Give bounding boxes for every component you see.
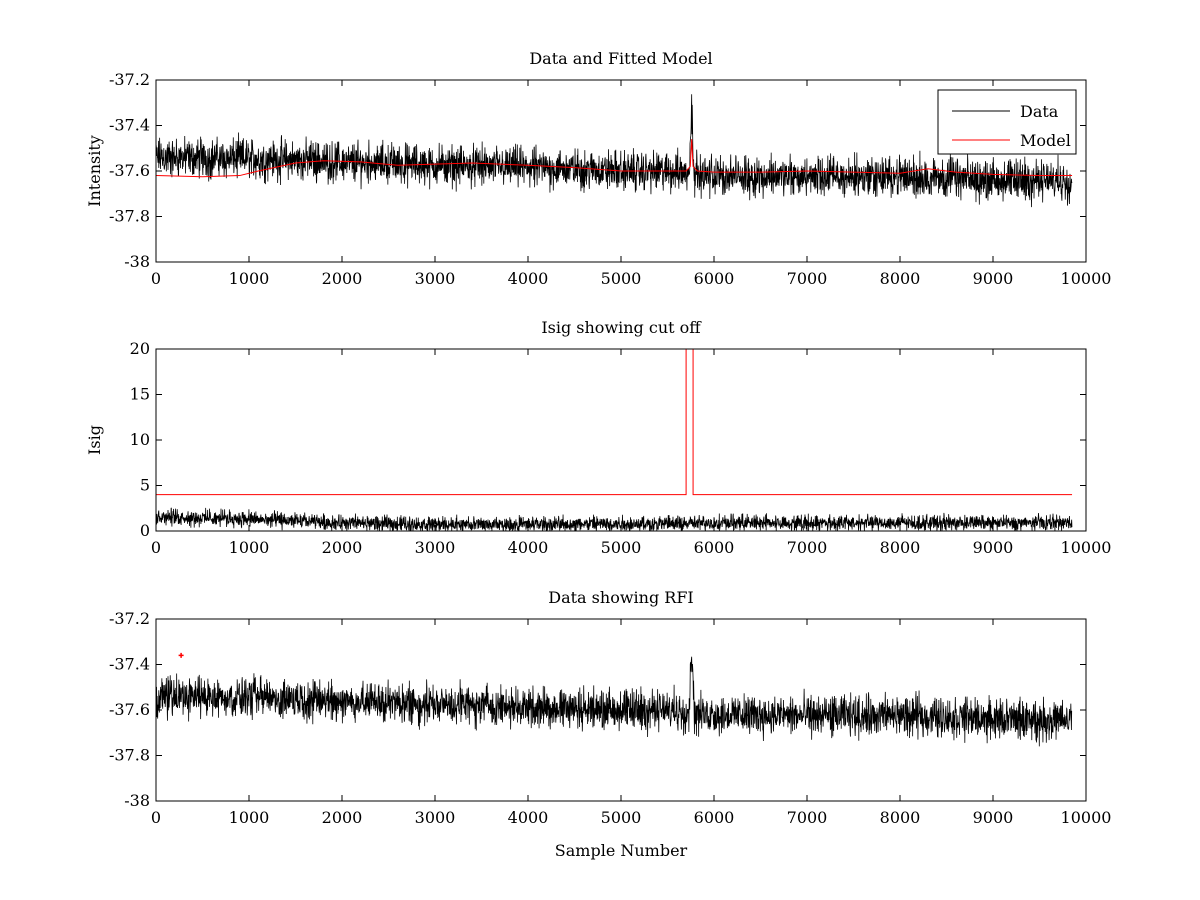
chart-title: Data and Fitted Model <box>529 49 712 68</box>
rfi-marker <box>178 652 184 658</box>
x-tick-label: 10000 <box>1061 269 1112 288</box>
y-tick-label: 15 <box>130 385 150 404</box>
y-tick-label: 0 <box>140 521 150 540</box>
x-tick-label: 9000 <box>973 538 1014 557</box>
plot-area <box>156 349 1086 531</box>
x-axis-label: Sample Number <box>555 841 688 860</box>
chart-title: Data showing RFI <box>548 588 693 607</box>
y-tick-label: -37.4 <box>109 655 150 674</box>
x-tick-label: 1000 <box>229 538 270 557</box>
x-tick-label: 6000 <box>694 269 735 288</box>
x-tick-label: 7000 <box>787 808 828 827</box>
x-tick-label: 6000 <box>694 808 735 827</box>
x-tick-label: 8000 <box>880 808 921 827</box>
x-tick-label: 7000 <box>787 269 828 288</box>
y-tick-label: -37.8 <box>109 207 150 226</box>
chart-title: Isig showing cut off <box>541 318 702 337</box>
y-tick-label: -38 <box>124 791 150 810</box>
y-tick-label: -37.4 <box>109 116 150 135</box>
signal-series <box>156 656 1073 747</box>
x-tick-label: 0 <box>151 269 161 288</box>
x-tick-label: 1000 <box>229 808 270 827</box>
x-tick-label: 5000 <box>601 538 642 557</box>
x-tick-label: 7000 <box>787 538 828 557</box>
legend-box <box>937 89 1077 155</box>
x-tick-label: 0 <box>151 808 161 827</box>
x-tick-label: 2000 <box>322 538 363 557</box>
y-tick-label: 5 <box>140 476 150 495</box>
chart-panel-2: 0 1000 2000 3000 4000 5000 6000 7000 8000 9000 100… <box>85 318 1111 557</box>
x-tick-label: 9000 <box>973 808 1014 827</box>
x-tick-label: 0 <box>151 538 161 557</box>
y-tick-label: -37.2 <box>109 70 150 89</box>
y-tick-label: -37.6 <box>109 161 150 180</box>
x-tick-label: 5000 <box>601 269 642 288</box>
signal-series <box>156 349 1073 496</box>
x-tick-label: 8000 <box>880 269 921 288</box>
x-tick-label: 4000 <box>508 269 549 288</box>
model-series <box>156 139 1073 178</box>
x-tick-label: 8000 <box>880 538 921 557</box>
y-tick-label: -37.2 <box>109 609 150 628</box>
y-axis-label: Isig <box>85 425 104 455</box>
chart-panel-3: 0 1000 2000 3000 4000 5000 6000 7000 8000 9000 100… <box>109 588 1111 860</box>
series-group <box>156 349 1073 531</box>
x-tick-label: 4000 <box>508 808 549 827</box>
y-axis-label: Intensity <box>85 135 104 207</box>
y-tick-label: 10 <box>130 430 150 449</box>
x-tick-label: 4000 <box>508 538 549 557</box>
y-tick-label: -38 <box>124 252 150 271</box>
x-tick-label: 10000 <box>1061 538 1112 557</box>
y-tick-label: 20 <box>130 339 150 358</box>
x-tick-label: 3000 <box>415 538 456 557</box>
signal-series <box>156 507 1073 531</box>
x-tick-label: 6000 <box>694 538 735 557</box>
x-tick-label: 3000 <box>415 269 456 288</box>
x-tick-label: 10000 <box>1061 808 1112 827</box>
chart-panel-1: 0 1000 2000 3000 4000 5000 6000 7000 8000 9000 100… <box>85 49 1111 288</box>
x-tick-label: 2000 <box>322 269 363 288</box>
x-tick-label: 5000 <box>601 808 642 827</box>
legend-label-model: Model <box>1020 131 1071 150</box>
series-group <box>156 94 1073 208</box>
y-tick-label: -37.6 <box>109 700 150 719</box>
x-tick-label: 2000 <box>322 808 363 827</box>
data-series <box>156 94 1073 208</box>
series-group <box>156 652 1073 747</box>
legend: Data Model <box>937 89 1077 155</box>
x-tick-label: 1000 <box>229 269 270 288</box>
x-tick-label: 9000 <box>973 269 1014 288</box>
y-tick-label: -37.8 <box>109 746 150 765</box>
x-tick-label: 3000 <box>415 808 456 827</box>
legend-label-data: Data <box>1020 102 1059 121</box>
